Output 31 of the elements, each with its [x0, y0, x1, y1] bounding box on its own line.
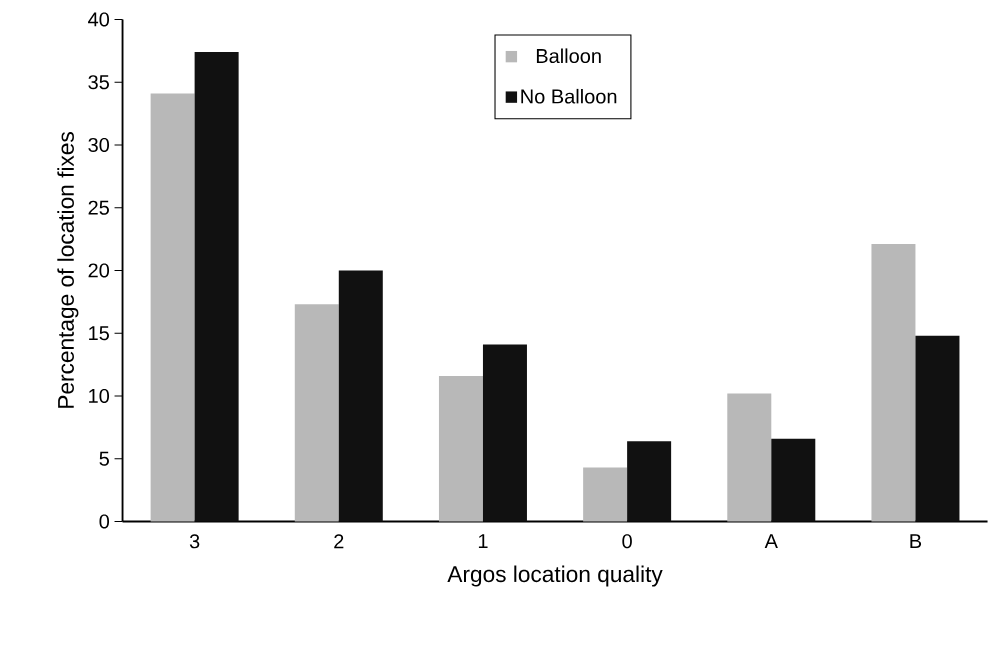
y-tick-label: 15 — [89, 326, 109, 341]
y-tick-label: 30 — [88, 137, 110, 153]
x-tick-label: 2 — [334, 534, 344, 549]
bar — [150, 93, 195, 522]
bar — [482, 344, 527, 522]
bar — [583, 467, 628, 522]
x-axis-title: Argos location quality — [447, 565, 663, 587]
y-tick-label: 35 — [88, 75, 109, 90]
x-tick-label: 0 — [622, 534, 632, 549]
y-axis-title: Percentage of location fixes — [57, 132, 79, 408]
y-tick-label: 5 — [99, 451, 109, 466]
y-tick-label: 10 — [89, 388, 110, 404]
bar — [438, 375, 483, 522]
y-tick-label: 0 — [99, 514, 110, 529]
x-tick-label: 1 — [478, 534, 488, 548]
x-tick-label: A — [764, 534, 778, 548]
bar — [871, 244, 916, 522]
bar — [915, 335, 960, 522]
bar — [294, 304, 339, 522]
x-tick-label: 3 — [189, 534, 200, 549]
legend-label: Balloon — [536, 48, 601, 64]
bar — [627, 441, 672, 522]
x-tick-label: B — [910, 534, 922, 548]
y-tick-label: 25 — [88, 200, 109, 215]
y-tick-label: 20 — [88, 263, 110, 278]
bar — [727, 393, 772, 522]
legend-label: No Balloon — [521, 88, 617, 104]
bar — [194, 52, 239, 522]
y-tick-label: 40 — [88, 12, 110, 27]
bar — [338, 270, 383, 522]
bar — [771, 438, 816, 522]
